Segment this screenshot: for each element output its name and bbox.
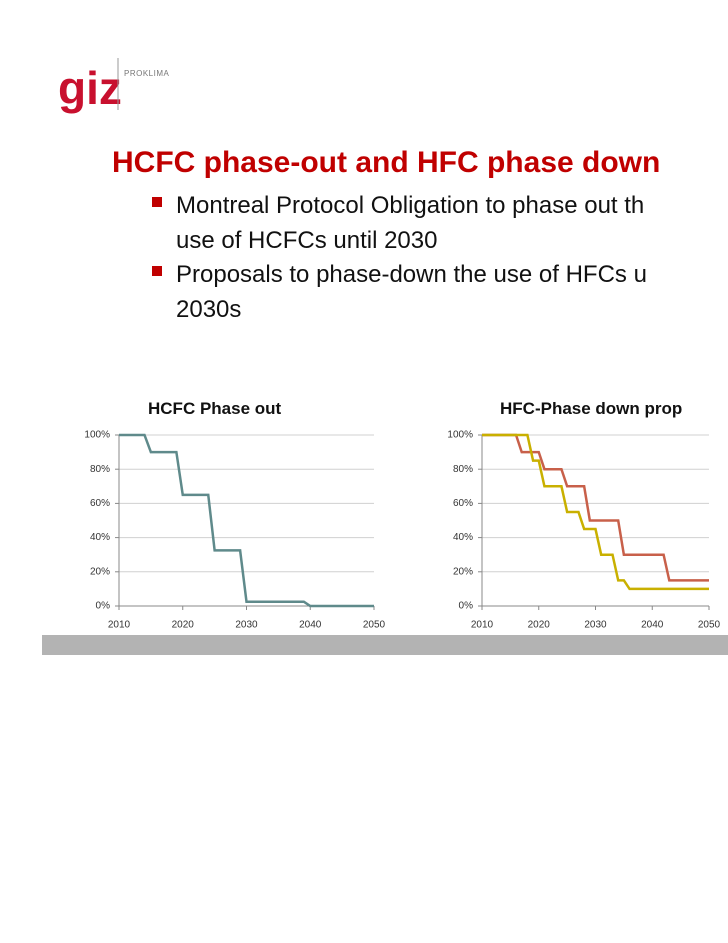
y-tick-label: 80% (453, 464, 473, 475)
y-tick-label: 20% (90, 566, 110, 577)
x-tick-label: 2030 (584, 620, 607, 631)
data-line (482, 433, 709, 591)
y-tick-label: 40% (453, 532, 473, 543)
slide-title: HCFC phase-out and HFC phase down (112, 146, 660, 179)
x-tick-label: 2050 (363, 620, 386, 631)
y-tick-label: 0% (459, 601, 474, 612)
bullet-marker (152, 197, 162, 207)
logo: giz (58, 62, 122, 114)
y-tick-label: 80% (90, 464, 110, 475)
bullet-text: 2030s (176, 296, 241, 323)
bullet-text: use of HCFCs until 2030 (176, 227, 437, 254)
y-tick-label: 100% (84, 430, 110, 441)
x-tick-label: 2020 (528, 620, 551, 631)
y-tick-label: 100% (447, 430, 473, 441)
x-tick-label: 2020 (172, 620, 195, 631)
data-line (482, 433, 709, 582)
y-tick-label: 60% (90, 498, 110, 509)
x-tick-label: 2050 (698, 620, 721, 631)
data-line (119, 433, 374, 608)
chart-title: HFC-Phase down prop (500, 399, 682, 418)
bullet-marker (152, 266, 162, 276)
y-tick-label: 60% (453, 498, 473, 509)
y-tick-label: 20% (453, 566, 473, 577)
x-tick-label: 2010 (108, 620, 131, 631)
y-tick-label: 40% (90, 532, 110, 543)
chart-title: HCFC Phase out (148, 399, 282, 418)
y-tick-label: 0% (96, 601, 111, 612)
logo-subtext: PROKLIMA (124, 69, 170, 78)
x-tick-label: 2040 (641, 620, 664, 631)
footer-bar (42, 635, 728, 655)
bullet-text: Proposals to phase-down the use of HFCs … (176, 261, 647, 288)
bullet-text: Montreal Protocol Obligation to phase ou… (176, 192, 644, 219)
x-tick-label: 2030 (235, 620, 258, 631)
x-tick-label: 2040 (299, 620, 322, 631)
x-tick-label: 2010 (471, 620, 494, 631)
